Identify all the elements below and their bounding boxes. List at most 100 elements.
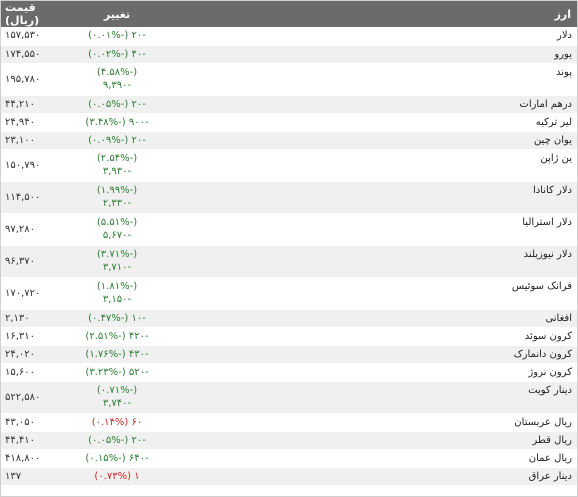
table-row: کرون نروژ -۵۲۰ (-۳.۲۳%) ۱۵,۶۰۰ bbox=[1, 363, 577, 382]
change-line: (-۱.۹۹%) bbox=[96, 185, 138, 196]
currency-name: دینار کویت bbox=[165, 381, 577, 414]
currency-name: افغانی bbox=[165, 309, 577, 328]
currency-price: ۹۶,۳۷۰ bbox=[1, 245, 69, 278]
table-row: دلار -۲۰ (-۰.۰۱%) ۱۵۷,۵۳۰ bbox=[1, 27, 577, 46]
currency-change: ۱ (۰.۷۳%) bbox=[69, 467, 165, 486]
currency-change: -۲۰ (-۰.۰۹%) bbox=[69, 131, 165, 150]
currency-name: دلار نیوزیلند bbox=[165, 245, 577, 278]
currency-price: ۲,۱۳۰ bbox=[1, 309, 69, 328]
currency-price: ۴۴,۴۱۰ bbox=[1, 431, 69, 450]
table-row: دینار عراق ۱ (۰.۷۳%) ۱۳۷ bbox=[1, 467, 577, 486]
header-price: قیمت (ریال) bbox=[1, 1, 69, 27]
table-body: دلار -۲۰ (-۰.۰۱%) ۱۵۷,۵۳۰ یورو -۴۰ (-۰.۰۲%) ۱… bbox=[1, 27, 577, 486]
currency-name: درهم امارات bbox=[165, 95, 577, 114]
currency-price: ۵۲۲,۵۸۰ bbox=[1, 381, 69, 414]
currency-change: (-۲.۵۴%) -۳,۹۳۰ bbox=[69, 149, 165, 182]
currency-name: کرون دانمارک bbox=[165, 345, 577, 364]
change-line: -۲۰ (-۰.۰۵%) bbox=[88, 434, 146, 446]
change-line: (-۳.۷۱%) bbox=[96, 249, 138, 260]
currency-price: ۱۷۰,۷۲۰ bbox=[1, 277, 69, 310]
currency-price: ۱۶,۳۱۰ bbox=[1, 327, 69, 346]
currency-change: ۶۰ (۰.۱۴%) bbox=[69, 413, 165, 432]
currency-change: -۵۲۰ (-۳.۲۳%) bbox=[69, 363, 165, 382]
currency-name: دلار استرالیا bbox=[165, 213, 577, 246]
currency-rates-table: ارز تغییر قیمت (ریال) دلار -۲۰ (-۰.۰۱%) ۱۵… bbox=[1, 1, 577, 486]
currency-name: پوند bbox=[165, 63, 577, 96]
table-row: افغانی -۱۰ (-۰.۴۷%) ۲,۱۳۰ bbox=[1, 309, 577, 328]
change-line: -۹۰۰ (-۳.۴۸%) bbox=[85, 116, 149, 128]
table-row: پوند (-۴.۵۸%) -۹,۳۹۰ ۱۹۵,۷۸۰ bbox=[1, 63, 577, 96]
currency-change: -۴۲۰ (-۲.۵۱%) bbox=[69, 327, 165, 346]
change-line: -۲۰ (-۰.۰۵%) bbox=[88, 98, 146, 110]
header-change: تغییر bbox=[69, 1, 165, 27]
change-line: -۳,۷۴۰ bbox=[102, 398, 132, 409]
currency-price: ۲۴,۹۴۰ bbox=[1, 113, 69, 132]
currency-name: ین ژاپن bbox=[165, 149, 577, 182]
currency-name: ریال قطر bbox=[165, 431, 577, 450]
currency-change: (-۱.۹۹%) -۲,۳۳۰ bbox=[69, 181, 165, 214]
currency-change: -۹۰۰ (-۳.۴۸%) bbox=[69, 113, 165, 132]
change-line: (-۵.۵۱%) bbox=[96, 217, 138, 228]
table-row: فرانک سوئیس (-۱.۸۱%) -۳,۱۵۰ ۱۷۰,۷۲۰ bbox=[1, 277, 577, 310]
currency-price: ۱۷۴,۵۵۰ bbox=[1, 45, 69, 64]
currency-price: ۱۵,۶۰۰ bbox=[1, 363, 69, 382]
change-line: -۴۰ (-۰.۰۲%) bbox=[88, 48, 146, 60]
currency-change: -۴۰ (-۰.۰۲%) bbox=[69, 45, 165, 64]
table-header-row: ارز تغییر قیمت (ریال) bbox=[1, 1, 577, 27]
currency-name: فرانک سوئیس bbox=[165, 277, 577, 310]
change-line: (-۱.۸۱%) bbox=[96, 281, 138, 292]
currency-change: (-۳.۷۱%) -۳,۷۱۰ bbox=[69, 245, 165, 278]
currency-name: ریال عمان bbox=[165, 449, 577, 468]
currency-price: ۱۵۷,۵۳۰ bbox=[1, 27, 69, 46]
table-row: دینار کویت (-۰.۷۱%) -۳,۷۴۰ ۵۲۲,۵۸۰ bbox=[1, 381, 577, 414]
table-row: لیر ترکیه -۹۰۰ (-۳.۴۸%) ۲۴,۹۴۰ bbox=[1, 113, 577, 132]
table-row: یوان چین -۲۰ (-۰.۰۹%) ۲۳,۱۰۰ bbox=[1, 131, 577, 150]
change-line: -۴۲۰ (-۲.۵۱%) bbox=[85, 330, 149, 342]
currency-change: -۱۰ (-۰.۴۷%) bbox=[69, 309, 165, 328]
change-line: -۳,۷۱۰ bbox=[102, 262, 132, 273]
change-line: (-۴.۵۸%) bbox=[96, 67, 138, 78]
currency-change: -۲۰ (-۰.۰۱%) bbox=[69, 27, 165, 46]
currency-change: -۲۰ (-۰.۰۵%) bbox=[69, 95, 165, 114]
table-row: دلار استرالیا (-۵.۵۱%) -۵,۶۷۰ ۹۷,۲۸۰ bbox=[1, 213, 577, 246]
currency-change: -۴۳۰ (-۱.۷۶%) bbox=[69, 345, 165, 364]
header-currency: ارز bbox=[165, 1, 577, 27]
change-line: -۱۰ (-۰.۴۷%) bbox=[88, 312, 146, 324]
change-line: ۱ (۰.۷۳%) bbox=[94, 470, 140, 482]
change-line: -۲۰ (-۰.۰۱%) bbox=[88, 30, 146, 42]
table-row: دلار کانادا (-۱.۹۹%) -۲,۳۳۰ ۱۱۴,۵۰۰ bbox=[1, 181, 577, 214]
currency-change: (-۵.۵۱%) -۵,۶۷۰ bbox=[69, 213, 165, 246]
currency-name: دینار عراق bbox=[165, 467, 577, 486]
currency-price: ۴۴,۲۱۰ bbox=[1, 95, 69, 114]
change-line: -۲,۳۳۰ bbox=[102, 198, 132, 209]
currency-name: دلار کانادا bbox=[165, 181, 577, 214]
table-row: کرون دانمارک -۴۳۰ (-۱.۷۶%) ۲۴,۰۲۰ bbox=[1, 345, 577, 364]
currency-name: ریال عربستان bbox=[165, 413, 577, 432]
table-row: ریال عربستان ۶۰ (۰.۱۴%) ۴۳,۰۵۰ bbox=[1, 413, 577, 432]
currency-change: (-۰.۷۱%) -۳,۷۴۰ bbox=[69, 381, 165, 414]
change-line: -۶۴۰ (-۰.۱۵%) bbox=[85, 452, 149, 464]
table-row: کرون سوئد -۴۲۰ (-۲.۵۱%) ۱۶,۳۱۰ bbox=[1, 327, 577, 346]
change-line: -۴۳۰ (-۱.۷۶%) bbox=[85, 348, 149, 360]
change-line: ۶۰ (۰.۱۴%) bbox=[91, 416, 143, 428]
currency-price: ۲۴,۰۲۰ bbox=[1, 345, 69, 364]
currency-name: یوان چین bbox=[165, 131, 577, 150]
currency-name: کرون سوئد bbox=[165, 327, 577, 346]
change-line: -۳,۱۵۰ bbox=[102, 294, 132, 305]
change-line: -۲۰ (-۰.۰۹%) bbox=[88, 134, 146, 146]
currency-name: یورو bbox=[165, 45, 577, 64]
currency-name: لیر ترکیه bbox=[165, 113, 577, 132]
change-line: -۹,۳۹۰ bbox=[102, 80, 132, 91]
currency-change: (-۱.۸۱%) -۳,۱۵۰ bbox=[69, 277, 165, 310]
currency-price: ۱۱۴,۵۰۰ bbox=[1, 181, 69, 214]
change-line: -۳,۹۳۰ bbox=[102, 166, 132, 177]
change-line: (-۰.۷۱%) bbox=[96, 385, 138, 396]
table-row: یورو -۴۰ (-۰.۰۲%) ۱۷۴,۵۵۰ bbox=[1, 45, 577, 64]
currency-name: کرون نروژ bbox=[165, 363, 577, 382]
change-line: -۵,۶۷۰ bbox=[102, 230, 132, 241]
currency-price: ۱۵۰,۷۹۰ bbox=[1, 149, 69, 182]
currency-price: ۲۳,۱۰۰ bbox=[1, 131, 69, 150]
currency-price: ۱۹۵,۷۸۰ bbox=[1, 63, 69, 96]
table-row: ریال عمان -۶۴۰ (-۰.۱۵%) ۴۱۸,۸۰۰ bbox=[1, 449, 577, 468]
